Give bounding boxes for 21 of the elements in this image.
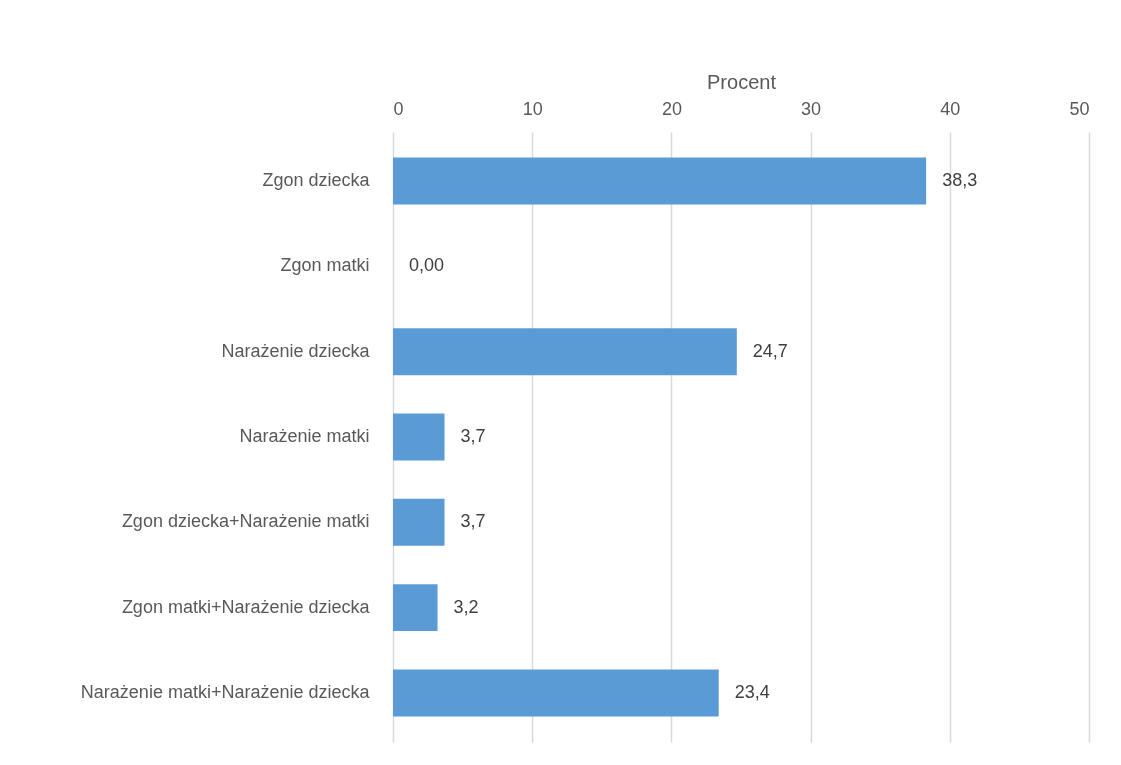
data-label: 38,3 xyxy=(942,170,978,191)
y-tick-label: Zgon dziecka+Narażenie matki xyxy=(121,511,370,532)
data-label: 0,00 xyxy=(409,255,445,276)
y-tick-label: Zgon dziecka xyxy=(262,170,371,191)
x-tick-label: 20 xyxy=(661,98,682,119)
data-label: 3,7 xyxy=(460,426,486,446)
y-tick-label: Narażenie matki+Narażenie dziecka xyxy=(80,681,371,702)
data-label: 3,7 xyxy=(460,511,486,532)
data-label: 3,2 xyxy=(453,596,479,617)
x-axis-title: Procent xyxy=(707,70,777,93)
y-tick-label: Narażenie dziecka xyxy=(221,340,371,361)
y-tick-label: Narażenie matki xyxy=(239,426,370,446)
y-tick-label: Zgon matki+Narażenie dziecka xyxy=(121,596,371,617)
data-label: 24,7 xyxy=(752,340,788,361)
x-tick-label: 50 xyxy=(1069,98,1090,119)
x-tick-label: 40 xyxy=(940,98,961,119)
data-label: 23,4 xyxy=(734,681,770,702)
x-tick-label: 10 xyxy=(522,98,543,119)
x-tick-label: 0 xyxy=(393,98,404,119)
x-tick-label: 30 xyxy=(801,98,822,119)
y-tick-label: Zgon matki xyxy=(280,255,370,276)
